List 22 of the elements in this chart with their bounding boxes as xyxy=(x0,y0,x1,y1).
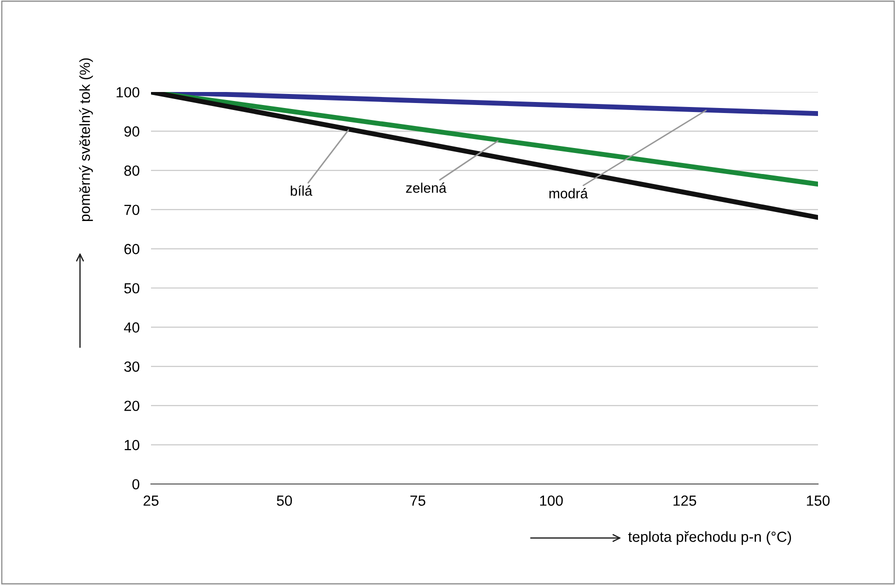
y-tick-label: 20 xyxy=(124,400,140,412)
x-tick-label: 100 xyxy=(540,495,563,506)
annotation: modrá xyxy=(549,188,588,198)
x-tick-label: 75 xyxy=(410,496,426,506)
y-tick-label: 10 xyxy=(124,440,140,450)
y-tick-label: 0 xyxy=(132,479,140,490)
x-axis-title: teplota přechodu p-n (°C) xyxy=(628,531,791,545)
y-tick-label: 70 xyxy=(124,204,140,216)
x-tick-label: 125 xyxy=(674,495,696,506)
y-tick-label: 90 xyxy=(124,126,140,137)
annotation: bílá xyxy=(290,185,312,196)
x-tick-label: 50 xyxy=(276,495,292,506)
y-tick-label: 30 xyxy=(124,362,140,372)
y-tick-label: 60 xyxy=(124,244,140,254)
x-tick-label: 25 xyxy=(144,495,158,506)
y-tick-label: 50 xyxy=(124,283,140,294)
y-tick-label: 40 xyxy=(124,322,140,333)
annotation: zelená xyxy=(406,182,446,193)
y-axis-title: poměrný světelný tok (%) xyxy=(79,58,93,222)
y-tick-label: 80 xyxy=(124,166,140,176)
x-tick-label: 150 xyxy=(806,495,830,506)
y-tick-label: 100 xyxy=(116,87,140,98)
